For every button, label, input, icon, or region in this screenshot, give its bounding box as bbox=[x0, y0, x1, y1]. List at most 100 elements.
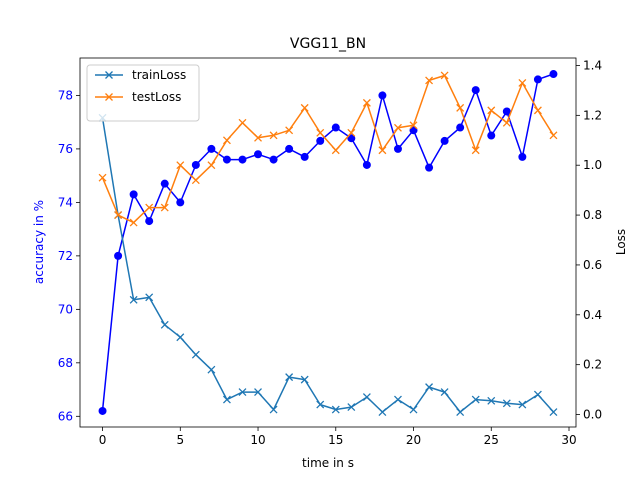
data-point-testLoss bbox=[222, 136, 231, 145]
data-point-trainLoss bbox=[502, 399, 511, 408]
x-tick-label: 0 bbox=[99, 433, 107, 447]
legend-entry-testLoss: testLoss bbox=[95, 90, 181, 104]
data-point-trainLoss bbox=[378, 408, 387, 417]
legend-swatch-marker bbox=[105, 93, 113, 101]
data-point-accuracy bbox=[160, 179, 169, 188]
data-point-testLoss bbox=[378, 146, 387, 155]
data-point-trainLoss bbox=[440, 388, 449, 397]
data-point-accuracy bbox=[502, 107, 511, 116]
right-y-tick-label: 0.6 bbox=[583, 258, 602, 272]
data-point-trainLoss bbox=[129, 295, 138, 304]
data-point-testLoss bbox=[502, 118, 511, 127]
data-point-testLoss bbox=[347, 128, 356, 137]
left-y-tick-label: 74 bbox=[58, 195, 73, 209]
legend-entry-trainLoss: trainLoss bbox=[95, 68, 186, 82]
plot-layer bbox=[98, 70, 558, 417]
right-y-tick-label: 0.4 bbox=[583, 308, 602, 322]
data-point-accuracy bbox=[207, 144, 216, 153]
series-testLoss bbox=[98, 71, 558, 227]
data-point-accuracy bbox=[114, 251, 123, 260]
data-point-accuracy bbox=[362, 160, 371, 169]
right-y-tick-label: 0.0 bbox=[583, 408, 602, 422]
legend-label: trainLoss bbox=[132, 68, 186, 82]
data-point-trainLoss bbox=[316, 400, 325, 409]
data-point-accuracy bbox=[191, 160, 200, 169]
right-y-tick-label: 1.2 bbox=[583, 108, 602, 122]
data-point-accuracy bbox=[518, 152, 527, 161]
data-point-testLoss bbox=[471, 146, 480, 155]
data-point-trainLoss bbox=[300, 375, 309, 384]
data-point-trainLoss bbox=[222, 395, 231, 404]
left-y-tick-label: 72 bbox=[58, 249, 73, 263]
data-point-accuracy bbox=[145, 217, 154, 226]
data-point-testLoss bbox=[176, 161, 185, 170]
data-point-trainLoss bbox=[456, 408, 465, 417]
chart-title: VGG11_BN bbox=[290, 36, 366, 52]
right-y-tick-label: 0.8 bbox=[583, 208, 602, 222]
data-point-accuracy bbox=[456, 123, 465, 132]
data-point-testLoss bbox=[549, 131, 558, 140]
left-y-tick-label: 66 bbox=[58, 409, 73, 423]
data-point-testLoss bbox=[533, 106, 542, 115]
legend-box bbox=[86, 64, 200, 122]
data-point-testLoss bbox=[129, 218, 138, 227]
x-tick-label: 25 bbox=[484, 433, 499, 447]
data-point-trainLoss bbox=[471, 395, 480, 404]
right-y-tick-label: 0.2 bbox=[583, 358, 602, 372]
series-line-accuracy bbox=[101, 73, 554, 412]
data-point-accuracy bbox=[222, 155, 231, 164]
x-tick-label: 30 bbox=[561, 433, 576, 447]
data-point-testLoss bbox=[362, 98, 371, 107]
data-point-testLoss bbox=[160, 203, 169, 212]
data-point-trainLoss bbox=[269, 405, 278, 414]
data-point-accuracy bbox=[425, 163, 434, 172]
data-point-accuracy bbox=[285, 144, 294, 153]
data-point-testLoss bbox=[238, 118, 247, 127]
data-point-trainLoss bbox=[191, 350, 200, 359]
data-point-accuracy bbox=[176, 198, 185, 207]
x-tick-label: 20 bbox=[406, 433, 421, 447]
data-point-accuracy bbox=[331, 123, 340, 132]
data-point-trainLoss bbox=[409, 405, 418, 414]
data-point-testLoss bbox=[440, 71, 449, 80]
data-point-trainLoss bbox=[549, 408, 558, 417]
data-point-accuracy bbox=[300, 152, 309, 161]
data-point-testLoss bbox=[316, 128, 325, 137]
legend-label: testLoss bbox=[132, 90, 181, 104]
data-point-accuracy bbox=[440, 136, 449, 145]
data-point-accuracy bbox=[549, 70, 558, 79]
data-point-testLoss bbox=[487, 106, 496, 115]
data-point-accuracy bbox=[487, 131, 496, 140]
data-point-accuracy bbox=[533, 75, 542, 84]
x-tick-label: 10 bbox=[250, 433, 265, 447]
data-point-testLoss bbox=[456, 103, 465, 112]
series-line-testLoss bbox=[101, 74, 555, 224]
data-point-trainLoss bbox=[425, 383, 434, 392]
left-y-tick-label: 78 bbox=[58, 88, 73, 102]
legend: trainLoss testLoss bbox=[86, 64, 200, 122]
data-point-accuracy bbox=[347, 134, 356, 143]
data-point-testLoss bbox=[409, 121, 418, 130]
data-point-testLoss bbox=[285, 126, 294, 135]
data-point-trainLoss bbox=[238, 388, 247, 397]
data-point-testLoss bbox=[394, 123, 402, 132]
data-point-accuracy bbox=[98, 406, 107, 415]
legend-swatch-marker bbox=[105, 71, 113, 79]
data-point-accuracy bbox=[269, 155, 278, 164]
data-point-accuracy bbox=[238, 155, 247, 164]
data-point-accuracy bbox=[393, 144, 402, 153]
data-point-testLoss bbox=[331, 146, 340, 155]
left-y-tick-label: 70 bbox=[58, 302, 73, 316]
axes-layer: 0 5 10 15 20 25 30 66 68 70 72 74 76 78 0.0 0.2 0.4 0.6 0.… bbox=[58, 58, 602, 447]
data-point-trainLoss bbox=[487, 396, 496, 405]
right-y-tick-label: 1.0 bbox=[583, 158, 602, 172]
data-point-trainLoss bbox=[285, 373, 294, 382]
left-y-tick-label: 68 bbox=[58, 356, 73, 370]
data-point-accuracy bbox=[316, 136, 325, 145]
data-point-accuracy bbox=[254, 150, 263, 159]
series-trainLoss bbox=[98, 113, 558, 417]
data-point-testLoss bbox=[191, 176, 200, 185]
left-y-tick-label: 76 bbox=[58, 142, 73, 156]
data-point-trainLoss bbox=[331, 405, 340, 414]
